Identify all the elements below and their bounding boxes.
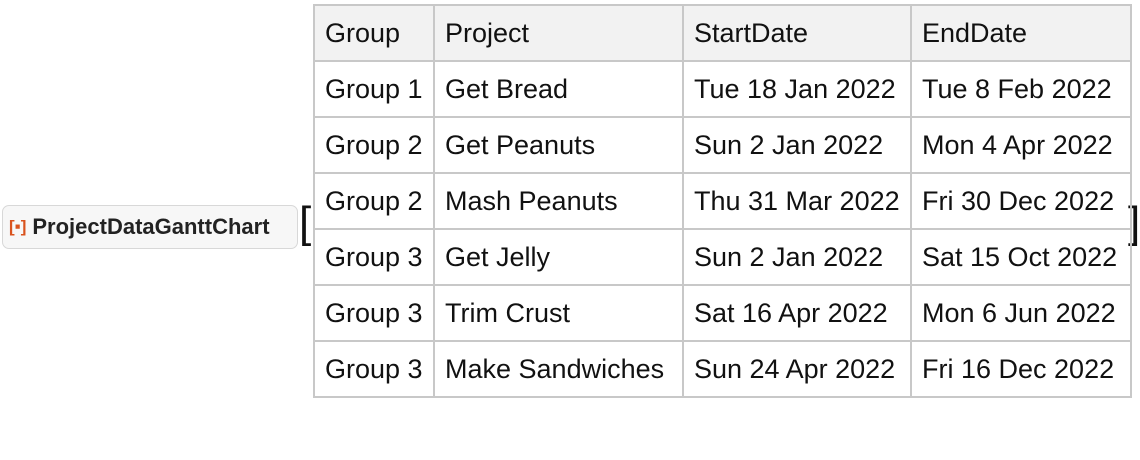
table-cell: Trim Crust [433,284,684,342]
table-row: Group 3 Get Jelly Sun 2 Jan 2022 Sat 15 Oct… [313,228,1132,286]
table-cell: Tue 18 Jan 2022 [682,60,912,118]
column-header: EndDate [910,4,1132,62]
table-cell: Sat 15 Oct 2022 [910,228,1132,286]
table-cell: Mon 4 Apr 2022 [910,116,1132,174]
table-cell: Fri 30 Dec 2022 [910,172,1132,230]
table-cell: Sat 16 Apr 2022 [682,284,912,342]
function-name: ProjectDataGanttChart [32,214,270,239]
table-row: Group 1 Get Bread Tue 18 Jan 2022 Tue 8 Feb… [313,60,1132,118]
table-row: Group 3 Make Sandwiches Sun 24 Apr 2022 Fri… [313,340,1132,398]
table-cell: Sun 24 Apr 2022 [682,340,912,398]
table-cell: Mash Peanuts [433,172,684,230]
table-cell: Mon 6 Jun 2022 [910,284,1132,342]
close-bracket: ] [1128,198,1140,247]
table-cell: Get Peanuts [433,116,684,174]
table-cell: Group 3 [313,284,435,342]
column-header: StartDate [682,4,912,62]
resource-function-button[interactable]: [▪] ProjectDataGanttChart [2,205,298,249]
header-row: Group Project StartDate EndDate [313,4,1132,62]
table-row: Group 3 Trim Crust Sat 16 Apr 2022 Mon 6 Ju… [313,284,1132,342]
open-bracket: [ [299,198,312,247]
table-cell: Make Sandwiches [433,340,684,398]
table-cell: Group 1 [313,60,435,118]
column-header: Project [433,4,684,62]
table-cell: Get Jelly [433,228,684,286]
table-cell: Group 2 [313,116,435,174]
table-cell: Thu 31 Mar 2022 [682,172,912,230]
dataset-table: Group Project StartDate EndDate Group 1 Get B… [313,4,1132,398]
table-cell: Fri 16 Dec 2022 [910,340,1132,398]
table-cell: Group 3 [313,340,435,398]
resource-function-icon: [▪] [9,217,27,236]
table-cell: Sun 2 Jan 2022 [682,228,912,286]
table-cell: Group 3 [313,228,435,286]
column-header: Group [313,4,435,62]
table-cell: Tue 8 Feb 2022 [910,60,1132,118]
table-row: Group 2 Get Peanuts Sun 2 Jan 2022 Mon 4 Ap… [313,116,1132,174]
table-cell: Group 2 [313,172,435,230]
table-row: Group 2 Mash Peanuts Thu 31 Mar 2022 Fri 30… [313,172,1132,230]
table-cell: Sun 2 Jan 2022 [682,116,912,174]
table-cell: Get Bread [433,60,684,118]
